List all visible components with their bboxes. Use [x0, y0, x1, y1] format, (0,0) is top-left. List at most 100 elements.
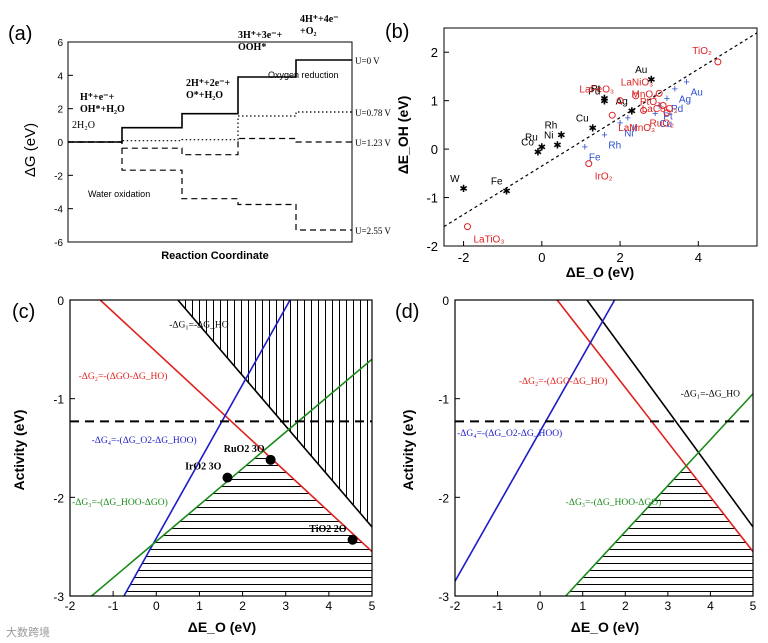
frame: [69, 299, 373, 597]
metal-label: W: [450, 174, 460, 185]
y-tick-label: 1: [431, 94, 438, 109]
metal-point: ✱: [557, 131, 565, 142]
line-label: -ΔG₁=-ΔG_HO: [169, 321, 229, 331]
x-tick-label: 3: [282, 599, 289, 613]
oxide-point: +: [652, 108, 658, 120]
panel-b-frame: [443, 27, 758, 247]
perovskite-label: IrO₂: [595, 172, 613, 183]
perovskite-point: [632, 92, 640, 100]
y-tick-label: -4: [54, 205, 63, 216]
activity-line: [586, 300, 753, 528]
oxide-point: +: [625, 113, 631, 125]
line-label: -ΔG₂=-(ΔGO-ΔG_HO): [519, 376, 608, 387]
y-tick-label: -2: [53, 491, 64, 505]
perovskite-point: [659, 102, 667, 110]
step-label: 4H⁺+4e⁻: [300, 14, 338, 25]
step-label: OH*+H₂O: [80, 104, 125, 115]
perovskite-point: [663, 109, 671, 117]
x-tick-label: 2: [622, 599, 629, 613]
perovskite-label: MnO₂: [632, 90, 658, 101]
oxide-label: Fe: [589, 153, 601, 164]
oxide-label: Cu: [659, 119, 672, 130]
perovskite-point: [655, 89, 663, 97]
plot-area: [455, 300, 753, 596]
frame: [454, 299, 754, 597]
oxide-point: +: [683, 76, 689, 88]
oxide-label: Au: [691, 87, 703, 98]
y-tick-label: -3: [53, 590, 64, 604]
panel-a-ylabel: ΔG (eV): [22, 123, 39, 177]
line-label: -ΔG₄=-(ΔG_O2-ΔG_HOO): [457, 428, 562, 439]
y-tick-label: -1: [426, 191, 438, 206]
y-tick-label: 0: [57, 294, 64, 308]
x-tick-label: -2: [458, 250, 470, 265]
y-tick-label: -1: [438, 393, 449, 407]
energy-series-line: [68, 141, 352, 231]
x-tick-label: 1: [579, 599, 586, 613]
metal-label: Rh: [545, 121, 558, 132]
material-point: [222, 472, 233, 483]
oxide-point: +: [672, 84, 678, 96]
step-label: 3H⁺+3e⁻+: [238, 30, 282, 41]
material-point: [265, 454, 276, 465]
energy-series-line: [68, 137, 352, 156]
y-tick-label: -6: [54, 238, 63, 249]
line-label: -ΔG₃=-(ΔG_HOO-ΔGO): [566, 497, 662, 508]
hatched-top-region: [70, 300, 372, 527]
panel-d: (d) -2 -1 0 1 2 3 4 50-1-2-3-ΔG₁=-ΔG_HO-ΔG₂=-(Δ…: [395, 294, 757, 635]
oxide-point: +: [601, 130, 607, 142]
metal-point: ✱: [600, 94, 608, 105]
series-label: U=2.55 V: [355, 226, 391, 236]
panel-d-ylabel: Activity (eV): [400, 410, 416, 491]
metal-point: ✱: [534, 148, 542, 159]
metal-label: Pt: [591, 84, 601, 95]
x-tick-label: -2: [65, 599, 76, 613]
line-label: -ΔG₃=-(ΔG_HOO-ΔGO): [72, 497, 168, 508]
material-label: TiO2 2O: [309, 524, 347, 535]
perovskite-point: [463, 223, 471, 231]
step-label: O*+H₂O: [186, 90, 223, 101]
activity-line: [99, 300, 372, 553]
x-tick-label: -1: [492, 599, 503, 613]
line-label: -ΔG₁=-ΔG_HO: [681, 390, 741, 400]
metal-label: Fe: [491, 176, 503, 187]
oxide-label: Rh: [608, 141, 621, 152]
y-tick-label: -3: [438, 590, 449, 604]
annotation-water-oxidation: Water oxidation: [88, 189, 150, 199]
oxide-label: Ni: [624, 128, 633, 139]
x-tick-label: 5: [369, 599, 376, 613]
x-tick-label: 4: [707, 599, 714, 613]
y-tick-label: 2: [431, 45, 438, 60]
x-tick-label: 1: [196, 599, 203, 613]
line-label: -ΔG₂=-(ΔGO-ΔG_HO): [79, 371, 168, 382]
activity-line: [565, 393, 753, 596]
perovskite-point: [714, 58, 722, 66]
y-tick-label: -2: [426, 239, 438, 254]
oxide-label: Pt: [663, 112, 673, 123]
perovskite-label: LaTiO₃: [473, 235, 504, 246]
material-point: [347, 534, 358, 545]
metal-point: ✱: [538, 143, 546, 154]
metal-label: Au: [635, 65, 647, 76]
y-tick-label: -1: [53, 393, 64, 407]
y-tick-label: -2: [54, 171, 63, 182]
hatched-region: [70, 451, 372, 596]
metal-point: ✱: [459, 184, 467, 195]
series-label: U=0.78 V: [355, 108, 391, 118]
panel-d-label: (d): [395, 301, 419, 323]
oxide-point: +: [656, 101, 662, 113]
panel-a: (a) 6 4 2 0 -2 -4 -6 U=0 V U=0.78 V U=1.23 V U=2.…: [8, 14, 391, 262]
step-label: 2H₂O: [72, 120, 95, 131]
panel-c-label: (c): [12, 301, 35, 323]
plot-area: [70, 300, 372, 596]
perovskite-label: LaCoO₃: [642, 104, 678, 115]
x-tick-label: 0: [153, 599, 160, 613]
step-label: H⁺+e⁻+: [80, 92, 114, 103]
panel-c: (c) -2 -1 0 1 2 3 4 50-1-2-3-ΔG₁=-ΔG_HO-ΔG₂=-(Δ…: [11, 294, 376, 635]
y-tick-label: 6: [57, 38, 63, 49]
watermark: 大数跨境: [6, 625, 50, 639]
metal-point: ✱: [628, 106, 636, 117]
x-tick-label: 4: [695, 250, 702, 265]
annotation-oxygen-reduction: Oxygen reduction: [268, 70, 339, 80]
